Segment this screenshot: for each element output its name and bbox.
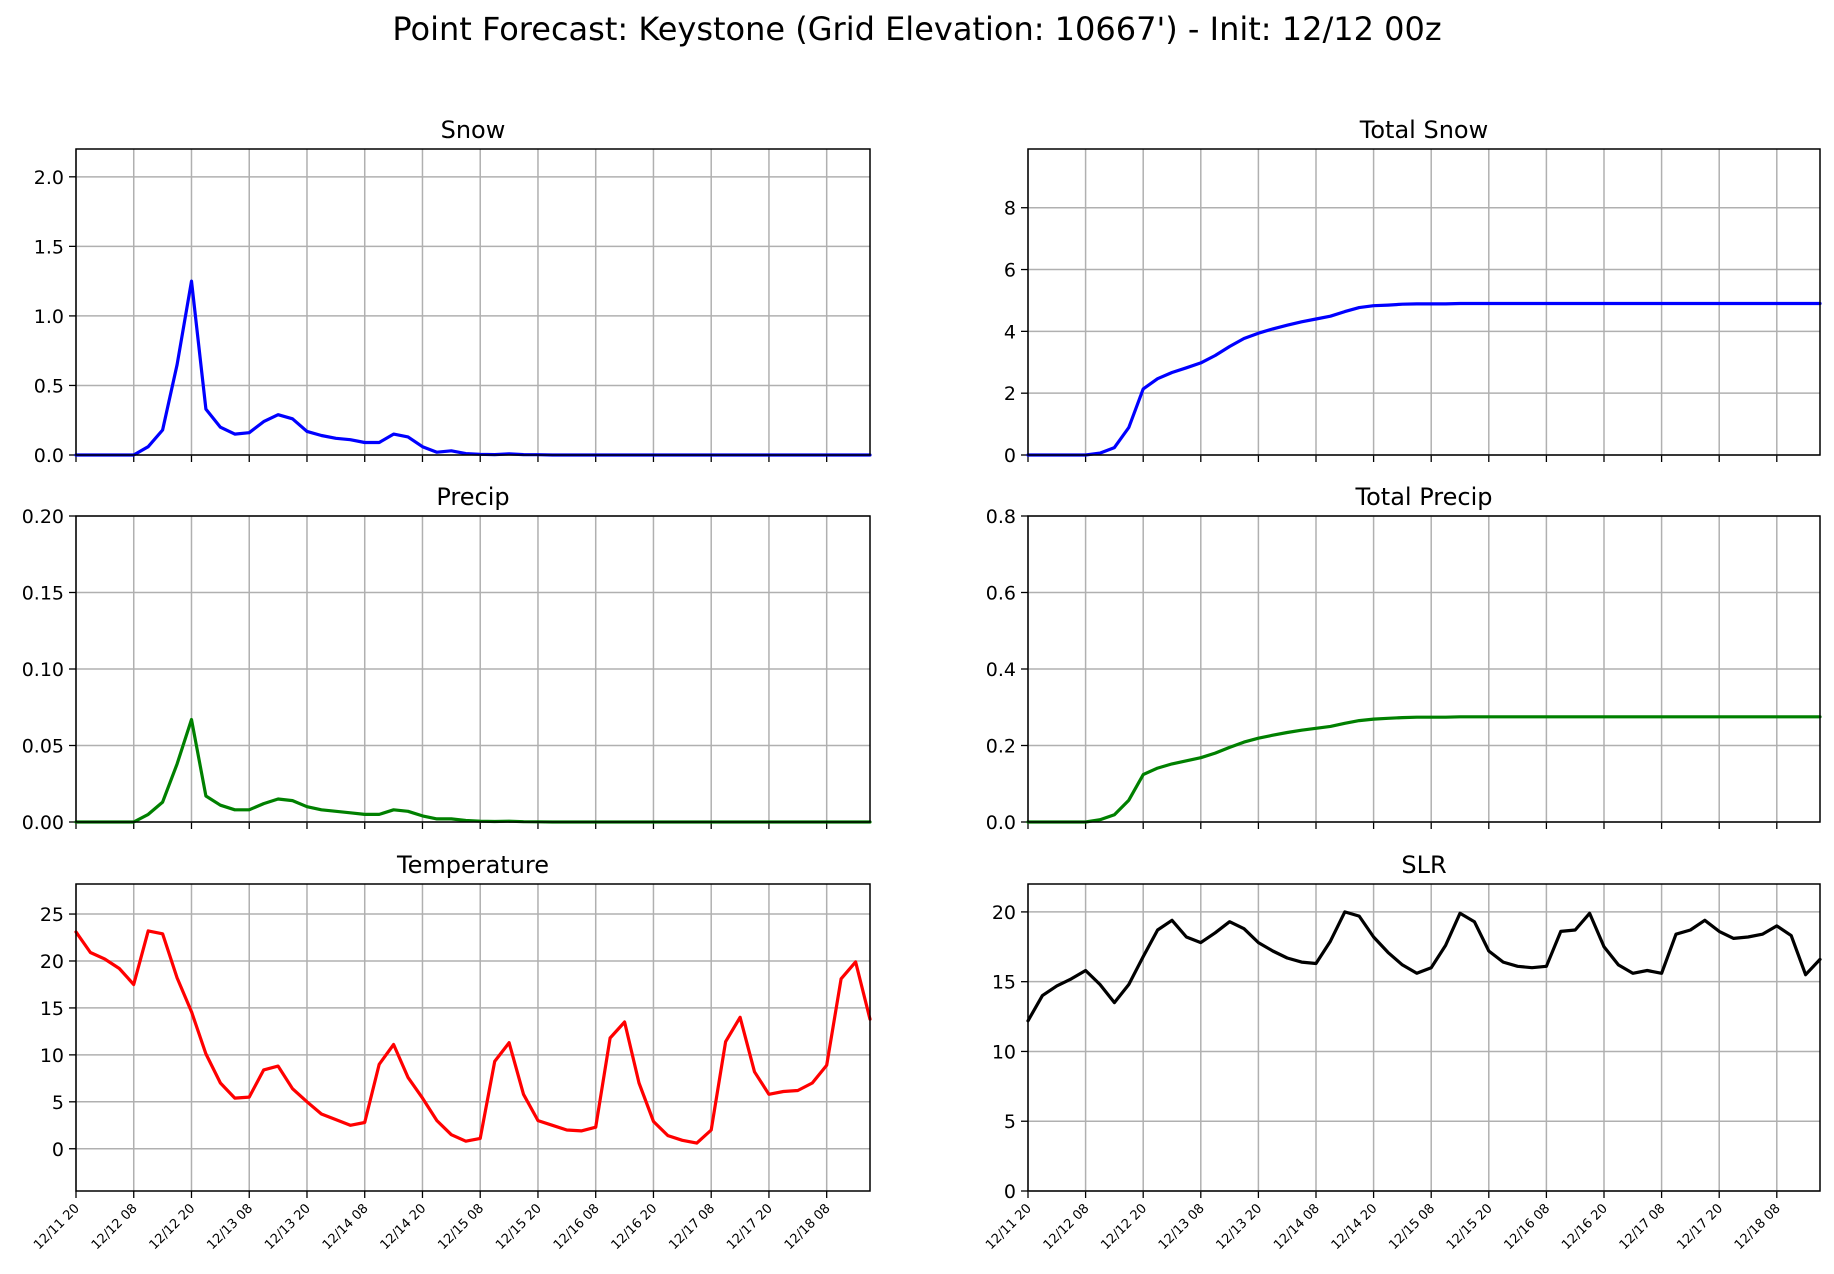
y-tick-label: 25 bbox=[40, 904, 64, 926]
y-tick-label: 0.0 bbox=[986, 812, 1016, 834]
x-tick-label: 12/16 08 bbox=[1502, 1201, 1554, 1253]
series-line bbox=[1026, 910, 1822, 1023]
y-tick-label: 0.00 bbox=[22, 812, 64, 834]
subplot-total-snow: 0 2 4 6 8 Total Snow bbox=[1004, 116, 1822, 467]
y-tick-label: 4 bbox=[1004, 321, 1016, 343]
x-tick-label: 12/16 08 bbox=[551, 1201, 603, 1253]
x-tick-label: 12/17 20 bbox=[724, 1201, 776, 1253]
y-tick-label: 2.0 bbox=[34, 167, 64, 189]
x-tick-label: 12/13 20 bbox=[262, 1201, 314, 1253]
x-tick-label: 12/16 20 bbox=[1559, 1201, 1611, 1253]
series-line bbox=[74, 279, 872, 457]
series-line bbox=[74, 717, 872, 824]
x-tick-label: 12/12 20 bbox=[147, 1201, 199, 1253]
subplot-slr: 12/11 20 12/12 08 12/12 20 12/13 08 12/13 20… bbox=[983, 851, 1822, 1253]
x-tick-label: 12/14 20 bbox=[378, 1201, 430, 1253]
y-tick-label: 10 bbox=[40, 1045, 64, 1067]
x-tick-label: 12/11 20 bbox=[983, 1201, 1035, 1253]
x-tick-label: 12/13 08 bbox=[1156, 1201, 1208, 1253]
x-tick-label: 12/14 20 bbox=[1329, 1201, 1381, 1253]
series-line bbox=[1026, 715, 1822, 824]
subplot-total-precip: 0.0 0.2 0.4 0.6 0.8 Total Precip bbox=[986, 483, 1822, 834]
x-tick-label: 12/15 20 bbox=[493, 1201, 545, 1253]
axes-frame bbox=[1027, 148, 1821, 456]
y-tick-label: 0 bbox=[52, 1139, 64, 1161]
series-line bbox=[1026, 301, 1822, 457]
y-tick-label: 0.8 bbox=[986, 506, 1016, 528]
x-tick-label: 12/18 08 bbox=[782, 1201, 834, 1253]
axes-frame bbox=[1027, 515, 1821, 823]
x-tick-label: 12/12 08 bbox=[89, 1201, 141, 1253]
y-tick-label: 0 bbox=[1004, 445, 1016, 467]
y-tick-label: 0.20 bbox=[22, 506, 64, 528]
y-tick-label: 0.4 bbox=[986, 659, 1016, 681]
x-tick-label: 12/12 08 bbox=[1041, 1201, 1093, 1253]
subplot-precip: 0.00 0.05 0.10 0.15 0.20 Precip bbox=[22, 483, 872, 834]
x-tick-label: 12/18 08 bbox=[1732, 1201, 1784, 1253]
y-tick-label: 6 bbox=[1004, 260, 1016, 282]
x-tick-label: 12/13 20 bbox=[1214, 1201, 1266, 1253]
x-tick-label: 12/12 20 bbox=[1098, 1201, 1150, 1253]
x-tick-label: 12/17 08 bbox=[666, 1201, 718, 1253]
subplot-temperature: 12/11 20 12/12 08 12/12 20 12/13 08 12/13 20… bbox=[31, 851, 872, 1253]
y-tick-label: 15 bbox=[992, 972, 1016, 994]
y-tick-label: 8 bbox=[1004, 198, 1016, 220]
subplot-title: Total Snow bbox=[1359, 116, 1488, 144]
subplot-title: SLR bbox=[1401, 851, 1446, 879]
y-tick-label: 15 bbox=[40, 998, 64, 1020]
subplot-title: Precip bbox=[436, 483, 509, 511]
subplot-title: Snow bbox=[441, 116, 506, 144]
y-tick-label: 5 bbox=[52, 1092, 64, 1114]
y-tick-label: 0.5 bbox=[34, 375, 64, 397]
y-tick-label: 5 bbox=[1004, 1111, 1016, 1133]
x-tick-label: 12/15 20 bbox=[1444, 1201, 1496, 1253]
y-tick-label: 1.5 bbox=[34, 236, 64, 258]
y-tick-label: 20 bbox=[40, 951, 64, 973]
y-tick-label: 20 bbox=[992, 902, 1016, 924]
x-tick-label: 12/16 20 bbox=[609, 1201, 661, 1253]
x-tick-label: 12/13 08 bbox=[204, 1201, 256, 1253]
y-tick-label: 1.0 bbox=[34, 306, 64, 328]
axes-frame bbox=[1027, 883, 1821, 1192]
x-tick-label: 12/17 08 bbox=[1617, 1201, 1669, 1253]
y-tick-label: 0.6 bbox=[986, 583, 1016, 605]
x-tick-label: 12/15 08 bbox=[1386, 1201, 1438, 1253]
y-tick-label: 2 bbox=[1004, 383, 1016, 405]
axes-frame bbox=[75, 515, 871, 823]
y-tick-label: 0 bbox=[1004, 1181, 1016, 1203]
y-tick-label: 0.15 bbox=[22, 583, 64, 605]
subplot-snow: 0.0 0.5 1.0 1.5 2.0 Snow bbox=[34, 116, 872, 467]
subplot-title: Temperature bbox=[396, 851, 549, 879]
x-tick-label: 12/14 08 bbox=[1271, 1201, 1323, 1253]
y-tick-label: 10 bbox=[992, 1041, 1016, 1063]
axes-frame bbox=[75, 148, 871, 456]
axes-frame bbox=[75, 883, 871, 1192]
y-tick-label: 0.2 bbox=[986, 736, 1016, 758]
y-tick-label: 0.0 bbox=[34, 445, 64, 467]
x-tick-label: 12/17 20 bbox=[1674, 1201, 1726, 1253]
y-tick-label: 0.05 bbox=[22, 736, 64, 758]
x-tick-label: 12/15 08 bbox=[435, 1201, 487, 1253]
x-tick-label: 12/11 20 bbox=[31, 1201, 83, 1253]
y-tick-label: 0.10 bbox=[22, 659, 64, 681]
x-tick-label: 12/14 08 bbox=[320, 1201, 372, 1253]
series-line bbox=[74, 929, 872, 1145]
subplot-title: Total Precip bbox=[1355, 483, 1493, 511]
figure-title: Point Forecast: Keystone (Grid Elevation… bbox=[392, 10, 1442, 48]
